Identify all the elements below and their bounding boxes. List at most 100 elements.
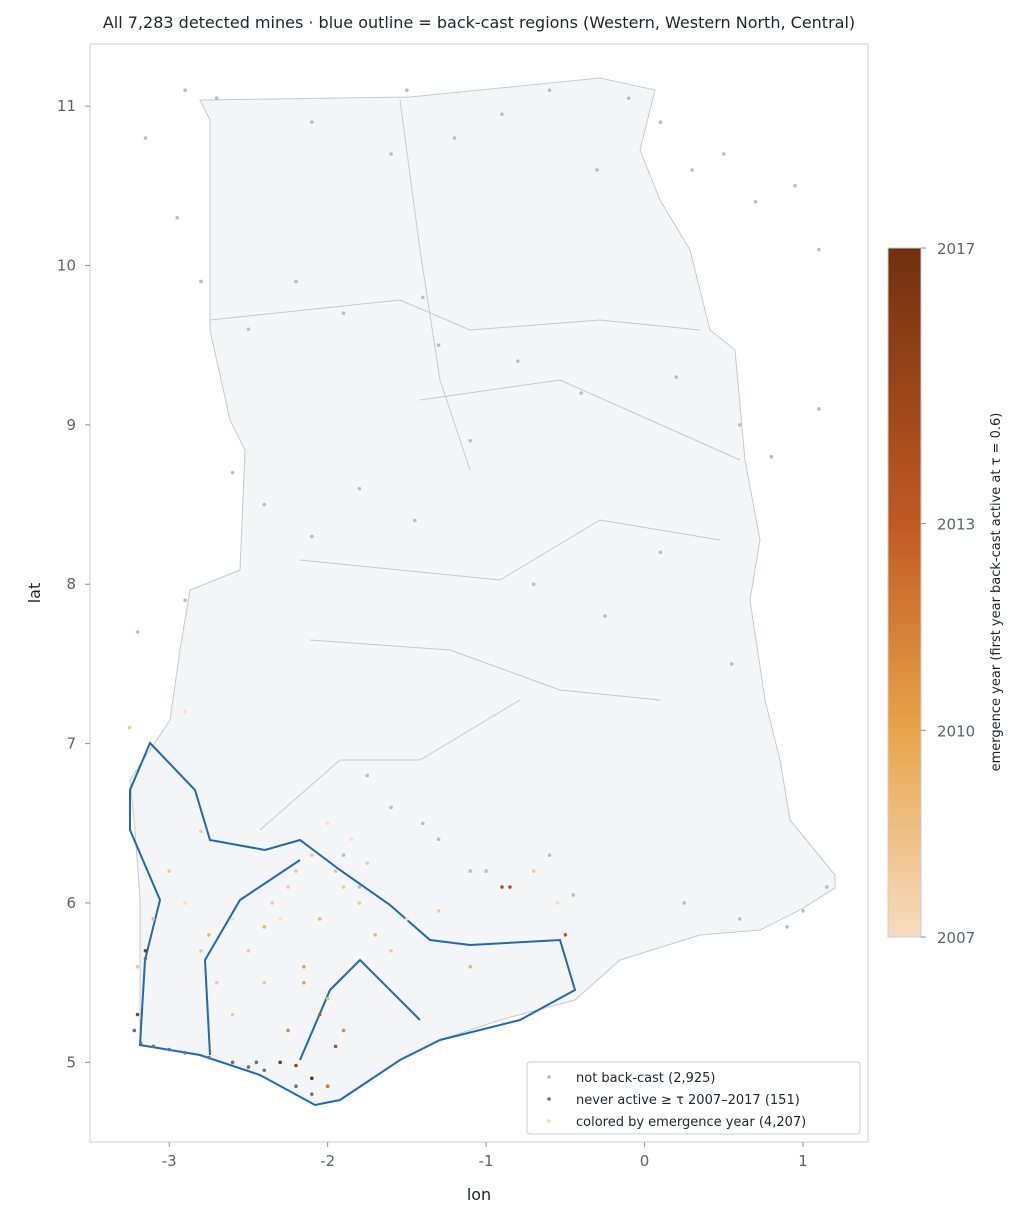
mine-point	[302, 980, 306, 985]
mine-point	[769, 454, 774, 459]
region-borders	[209, 99, 741, 831]
mine-point	[436, 343, 441, 347]
mine-point	[199, 279, 203, 284]
mine-point	[132, 1028, 137, 1033]
mine-point	[349, 837, 354, 842]
mine-point	[278, 917, 282, 921]
mine-point	[310, 120, 314, 124]
backcast-outline	[129, 741, 577, 1107]
mine-point	[690, 168, 694, 172]
mine-point	[262, 980, 267, 985]
mine-point	[825, 885, 829, 889]
mine-point	[365, 773, 370, 778]
mine-point	[317, 917, 322, 921]
y-tick-label: 6	[66, 894, 76, 912]
mine-point	[793, 184, 797, 188]
plot-frame	[89, 43, 869, 1143]
mine-point	[658, 120, 663, 124]
mine-point	[579, 391, 584, 395]
mine-point	[183, 901, 187, 905]
mine-point	[682, 901, 686, 905]
mine-point	[167, 869, 172, 873]
mine-point	[357, 901, 362, 905]
mine-point	[294, 1063, 298, 1068]
mine-point	[436, 837, 441, 842]
mine-point	[127, 725, 132, 730]
mine-point	[365, 861, 370, 865]
mine-point	[389, 805, 393, 810]
mine-point	[151, 917, 156, 921]
mine-point	[230, 917, 235, 921]
mine-point	[341, 853, 346, 857]
mine-point	[230, 470, 235, 475]
mine-point	[452, 136, 457, 140]
mine-point	[484, 869, 488, 873]
mine-point	[658, 550, 663, 555]
mine-point	[294, 279, 298, 284]
mine-point	[357, 486, 362, 491]
mine-point	[199, 829, 203, 834]
legend-label: colored by emergence year (4,207)	[576, 1115, 806, 1130]
mine-point	[468, 964, 473, 969]
mine-point	[333, 1044, 338, 1049]
mine-point	[286, 1028, 290, 1033]
mine-point	[246, 327, 251, 332]
mine-point	[246, 948, 251, 953]
mine-point	[135, 964, 140, 969]
mine-point	[167, 1047, 172, 1052]
mine-point	[183, 709, 187, 714]
mine-point	[135, 630, 140, 634]
mine-point	[143, 136, 148, 140]
mine-point	[199, 948, 203, 953]
mine-point	[230, 1060, 235, 1065]
mine-point	[674, 375, 679, 379]
mine-point	[436, 909, 441, 913]
mine-point	[278, 1060, 282, 1065]
colorbar-tick-label: 2013	[937, 516, 975, 534]
mine-point	[341, 311, 346, 316]
mine-point	[500, 112, 504, 116]
mine-point	[183, 598, 187, 602]
mine-point	[310, 534, 314, 539]
colorbar	[887, 247, 922, 938]
mine-point	[420, 821, 425, 826]
mine-point	[310, 1076, 314, 1081]
mine-point	[389, 152, 393, 156]
y-axis-label: lat	[25, 583, 44, 604]
mine-point	[737, 423, 742, 427]
legend-label: not back-cast (2,925)	[576, 1071, 715, 1086]
mine-point	[737, 917, 742, 921]
mine-point	[413, 518, 417, 523]
y-tick-label: 10	[57, 257, 76, 275]
mine-point	[135, 1012, 140, 1017]
x-axis-label: lon	[467, 1185, 491, 1204]
mine-point	[270, 901, 275, 905]
mine-point	[262, 925, 267, 929]
mine-point	[405, 88, 409, 93]
mine-point	[547, 88, 552, 93]
mine-point	[729, 662, 734, 666]
mine-point	[143, 956, 148, 961]
chart-title: All 7,283 detected mines · blue outline …	[103, 13, 855, 32]
mine-point	[325, 821, 330, 826]
mine-point	[294, 869, 298, 873]
mine-point	[341, 1028, 346, 1033]
y-tick-label: 11	[57, 97, 76, 115]
mine-point	[801, 909, 805, 913]
legend-marker	[547, 1075, 551, 1079]
colorbar-tick-label: 2017	[937, 240, 975, 258]
y-tick-label: 9	[66, 416, 76, 434]
mine-point	[214, 980, 219, 985]
mine-point	[468, 439, 473, 443]
mine-point	[262, 1068, 267, 1073]
y-tick-label: 8	[66, 575, 76, 593]
mine-point	[207, 933, 211, 937]
mine-point	[516, 359, 520, 363]
mine-point	[547, 853, 552, 857]
mine-point	[531, 869, 536, 873]
mine-point	[500, 885, 504, 889]
mine-point	[175, 215, 179, 220]
mine-point	[310, 853, 314, 857]
mine-point	[262, 502, 267, 507]
mine-point	[389, 948, 393, 953]
